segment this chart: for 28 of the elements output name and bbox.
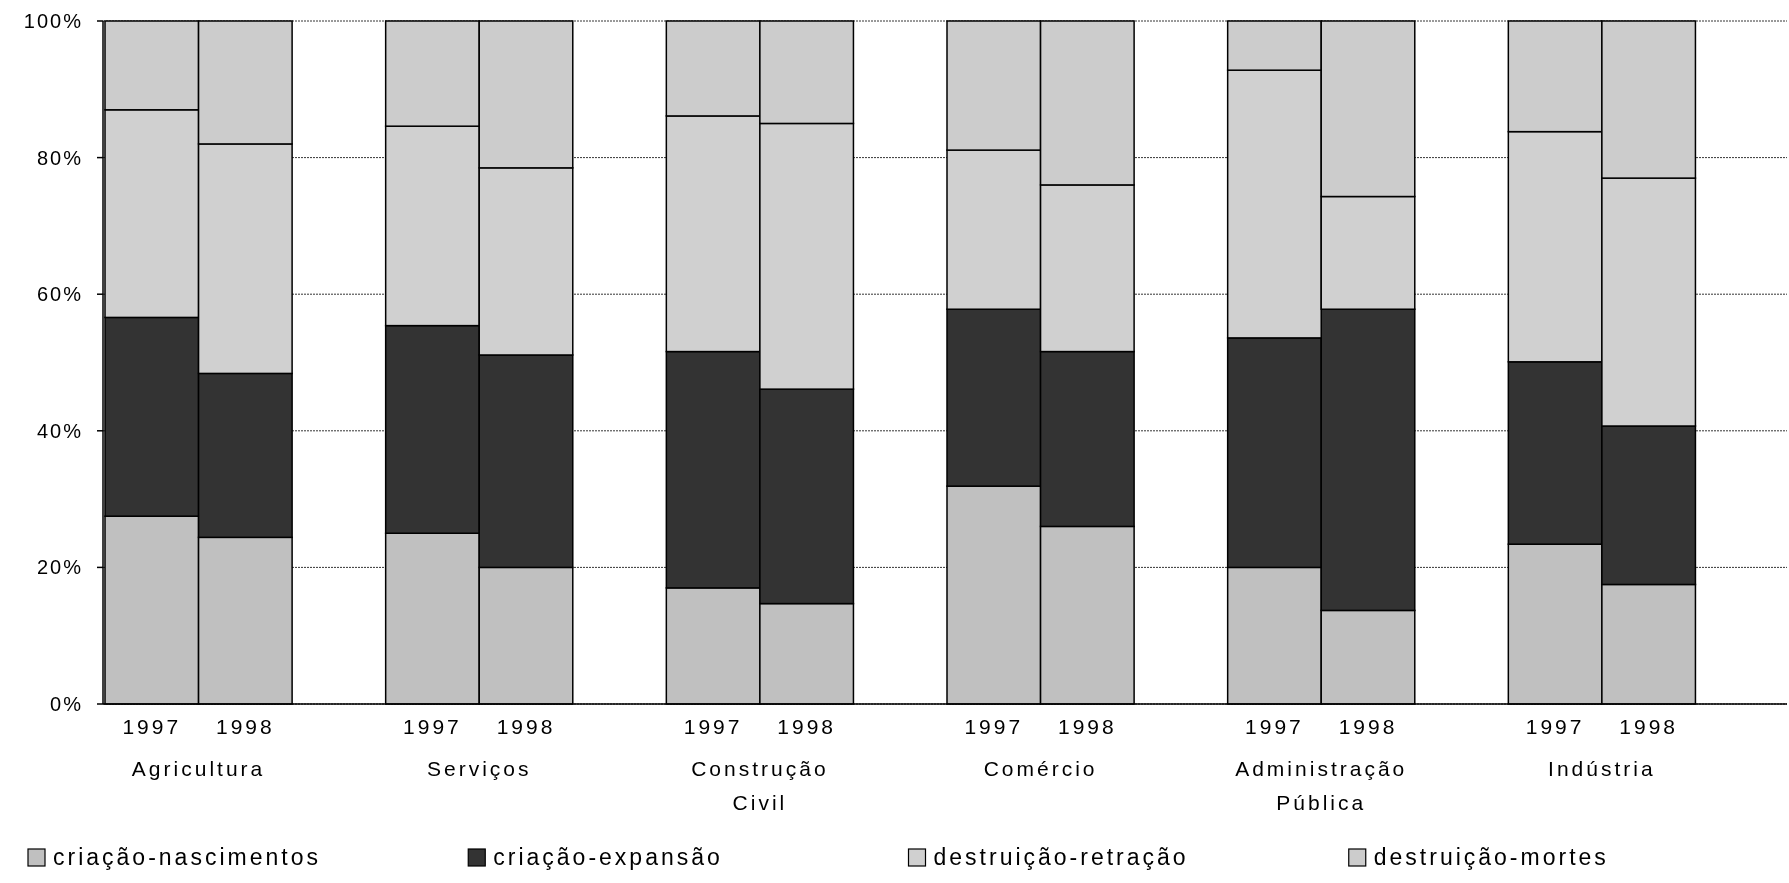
y-tick-label: 40%	[36, 419, 83, 442]
legend-label: destruição-mortes	[1373, 844, 1609, 870]
legend-label: criação-nascimentos	[53, 844, 321, 870]
x-tick-label: 1998	[215, 715, 275, 738]
x-tick-label: 1998	[1338, 715, 1398, 738]
x-tick-label: 1997	[403, 715, 462, 738]
x-tick-label: 1997	[1525, 715, 1585, 738]
text: Serviços	[426, 757, 532, 780]
y-tick-label: 100%	[23, 10, 83, 32]
text: Comércio	[983, 757, 1098, 780]
x-tick-label: 1998	[496, 715, 556, 738]
y-tick-label: 0%	[50, 693, 83, 715]
text: Construção Civil	[691, 757, 829, 814]
legend-label: criação-expansão	[493, 844, 723, 870]
x-tick-label: 1998	[1057, 715, 1117, 738]
x-tick-label: 1997	[964, 715, 1024, 738]
legend-label: destruição-retração	[933, 844, 1189, 870]
y-tick-label: 60%	[36, 283, 83, 306]
x-tick-label: 1998	[1619, 715, 1679, 738]
text: Administração Pública	[1235, 757, 1408, 814]
x-tick-label: 1997	[1245, 715, 1304, 738]
y-tick-label: 20%	[36, 556, 83, 579]
x-tick-label: 1997	[122, 715, 182, 738]
x-tick-label: 1998	[777, 715, 837, 738]
y-tick-label: 80%	[36, 146, 83, 169]
text: Indústria	[1548, 757, 1656, 780]
text: Agricultura	[131, 757, 266, 780]
x-tick-label: 1997	[683, 715, 743, 738]
